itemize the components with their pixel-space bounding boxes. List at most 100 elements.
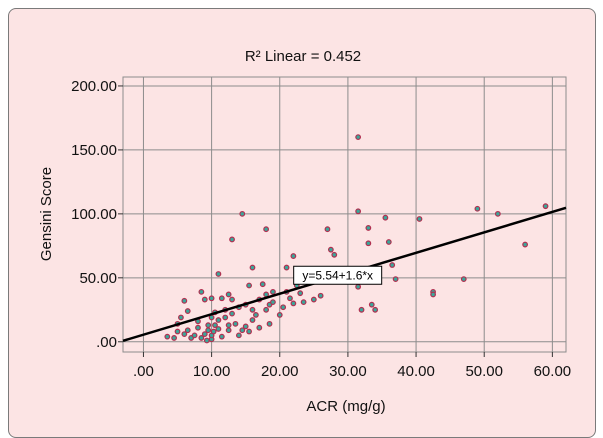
data-point	[270, 299, 276, 306]
data-point	[290, 253, 297, 259]
data-point	[229, 236, 235, 243]
data-point	[252, 312, 259, 318]
data-point	[372, 306, 379, 313]
fit-line-group: y=5.54+1.6*x	[122, 206, 567, 343]
data-point	[229, 310, 235, 317]
data-point	[300, 299, 307, 306]
y-tick-label: 200.00	[71, 78, 117, 95]
scatter-chart: R² Linear = 0.452 .00 10.00 20.00 30.00 40.0…	[38, 48, 572, 415]
data-point	[460, 276, 467, 282]
data-point	[232, 320, 239, 327]
data-point	[416, 216, 423, 222]
y-axis-title: Gensini Score	[38, 167, 55, 261]
y-tick-label: 100.00	[71, 206, 117, 223]
data-point	[195, 324, 201, 331]
data-point	[201, 331, 208, 337]
data-point	[310, 296, 317, 303]
y-tick-label: .00	[96, 334, 117, 351]
data-point	[270, 288, 276, 295]
data-point	[225, 291, 232, 298]
data-point	[229, 296, 235, 303]
data-point	[389, 262, 396, 268]
x-tick-label: 30.00	[329, 363, 367, 380]
data-point	[184, 308, 191, 314]
x-tick-label: 10.00	[193, 363, 231, 380]
data-point	[246, 282, 252, 289]
data-point	[263, 306, 270, 313]
data-point	[218, 295, 225, 302]
data-point	[215, 326, 222, 332]
grid-lines	[118, 77, 566, 357]
data-point	[259, 281, 266, 288]
data-point	[263, 291, 270, 298]
data-point	[225, 322, 232, 329]
data-point	[181, 297, 188, 304]
data-point	[430, 291, 437, 298]
chart-title: R² Linear = 0.452	[245, 48, 361, 65]
y-tick-label: 50.00	[79, 270, 117, 287]
data-point	[178, 314, 184, 321]
data-point	[263, 226, 270, 233]
data-point	[210, 328, 217, 335]
data-point	[201, 296, 208, 303]
data-point	[246, 328, 252, 335]
data-point	[239, 327, 246, 334]
data-point	[239, 210, 246, 217]
data-point	[392, 276, 399, 282]
equation-box	[293, 265, 383, 285]
fit-equation-label: y=5.54+1.6*x	[302, 268, 373, 282]
data-point	[522, 241, 529, 248]
data-point	[283, 264, 290, 271]
data-point	[249, 306, 256, 313]
data-point	[249, 264, 256, 271]
data-point	[355, 208, 362, 215]
data-point	[331, 251, 338, 258]
data-point	[276, 312, 283, 318]
data-point	[198, 335, 205, 341]
data-point	[215, 317, 222, 323]
x-tick-label: 60.00	[534, 363, 572, 380]
data-point	[355, 283, 362, 290]
x-axis-title: ACR (mg/g)	[306, 398, 385, 415]
data-point	[184, 327, 191, 334]
data-point	[191, 332, 198, 339]
data-point	[249, 317, 256, 323]
data-point	[327, 246, 334, 253]
data-point	[256, 324, 263, 331]
data-point	[355, 134, 362, 141]
data-point	[365, 225, 372, 231]
data-point	[198, 288, 205, 295]
data-point	[290, 300, 297, 307]
y-tick-label: 150.00	[71, 142, 117, 159]
data-point	[385, 239, 392, 245]
data-point	[368, 301, 375, 308]
data-point	[171, 335, 178, 341]
data-point	[218, 333, 225, 340]
data-point	[181, 331, 188, 337]
plot-area	[122, 76, 567, 353]
data-points	[164, 134, 549, 344]
data-point	[164, 333, 171, 340]
data-point	[215, 271, 222, 277]
data-point	[242, 323, 249, 330]
data-point	[365, 240, 372, 247]
data-point	[205, 322, 212, 329]
x-tick-label: 20.00	[261, 363, 299, 380]
data-point	[297, 290, 304, 297]
data-point	[324, 226, 331, 233]
x-tick-label: 40.00	[397, 363, 435, 380]
data-point	[317, 292, 324, 299]
data-point	[208, 295, 215, 302]
data-point	[358, 306, 365, 313]
data-point	[174, 328, 181, 335]
data-point	[382, 214, 389, 221]
data-point	[287, 295, 293, 302]
data-point	[235, 332, 242, 339]
x-tick-label: .00	[133, 363, 154, 380]
data-point	[474, 205, 481, 212]
x-tick-label: 50.00	[465, 363, 503, 380]
data-point	[494, 210, 501, 217]
data-point	[212, 322, 218, 329]
data-point	[222, 314, 229, 321]
data-point	[205, 327, 212, 334]
